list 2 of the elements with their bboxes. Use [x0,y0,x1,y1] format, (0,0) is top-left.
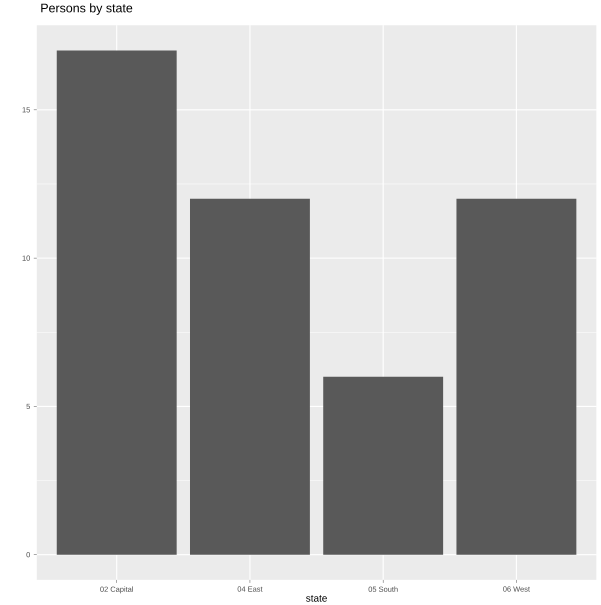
chart-title: Persons by state [41,3,132,15]
x-axis-title: state [306,595,327,602]
